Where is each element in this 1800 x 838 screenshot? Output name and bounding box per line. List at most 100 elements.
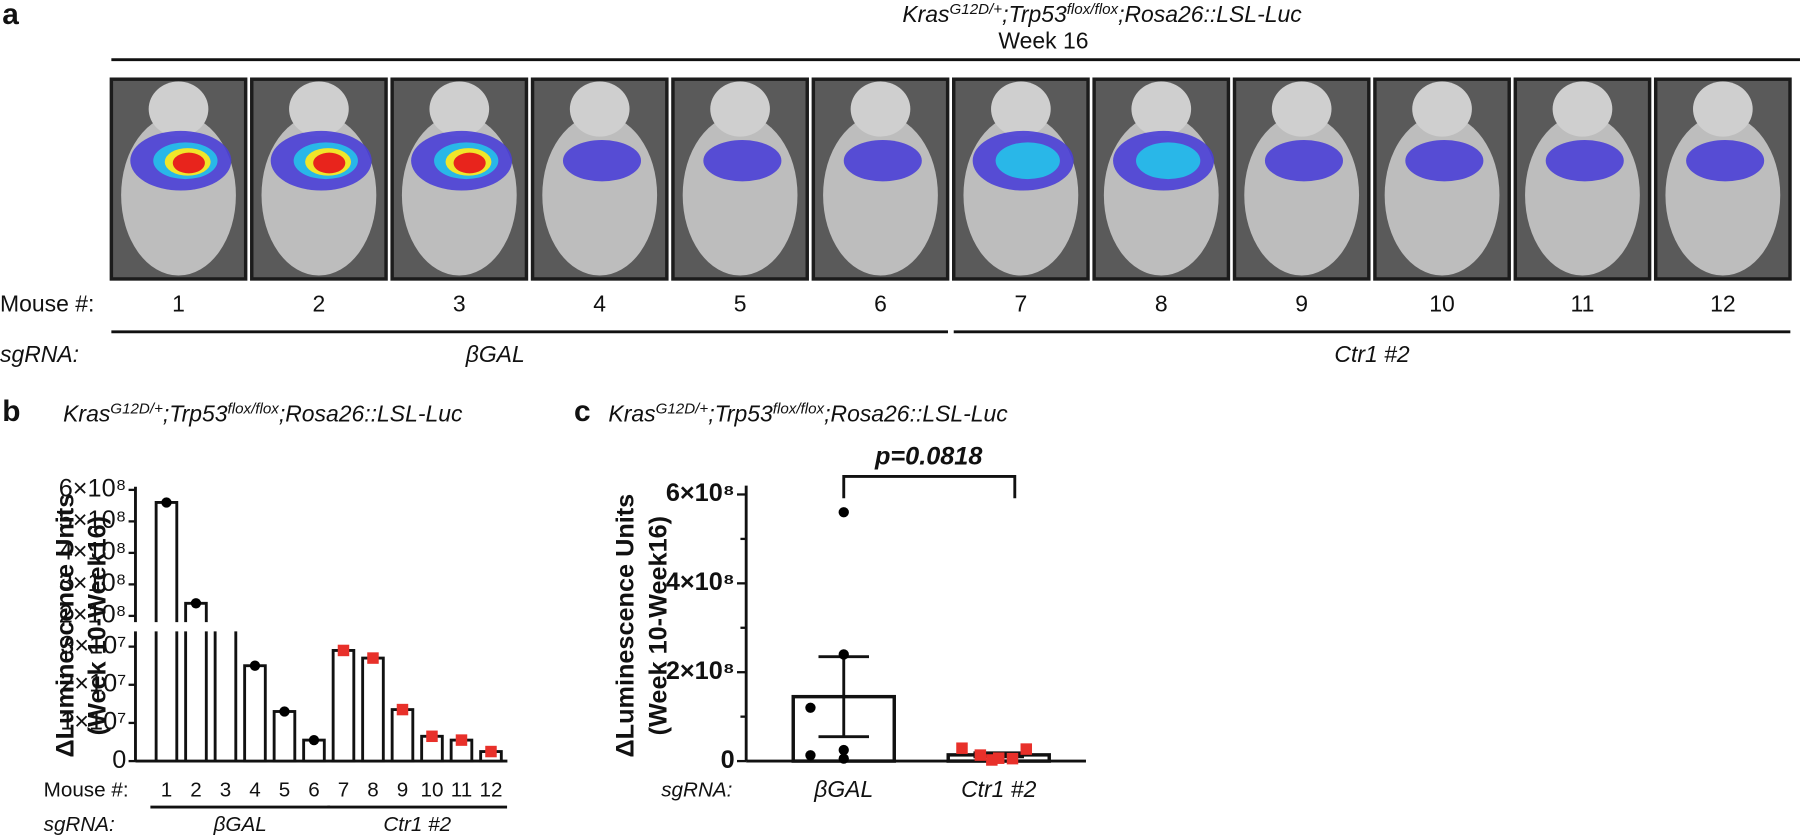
- data-point: [161, 497, 172, 508]
- mouse-number: 3: [453, 290, 466, 316]
- bar: [154, 631, 179, 762]
- bar: [213, 631, 238, 762]
- panel-label: b: [2, 395, 20, 428]
- mouse-head: [1271, 81, 1332, 137]
- mouse-body: [1384, 114, 1500, 276]
- mouse-head: [1693, 81, 1753, 137]
- y-tick-label: 3×10⁸: [59, 569, 127, 597]
- bar: [361, 656, 385, 763]
- genotype-part: Kras: [63, 401, 110, 427]
- data-point: [249, 660, 261, 671]
- mouse-body: [1244, 114, 1360, 276]
- x-tick-label: 2: [190, 778, 202, 801]
- signal: [562, 140, 642, 182]
- data-point: [1006, 752, 1019, 765]
- genotype-part: G12D/+: [656, 401, 709, 418]
- data-point: [805, 702, 816, 713]
- mouse-number: 9: [1295, 290, 1308, 316]
- y-tick-label: 6×10⁸: [59, 475, 127, 503]
- group-name: βGAL: [213, 813, 267, 836]
- group-name: Ctr1 #2: [383, 813, 451, 836]
- mouse-number: 1: [172, 290, 185, 316]
- sgrna-label: sgRNA:: [0, 341, 79, 367]
- mouse-number: 2: [313, 290, 326, 316]
- signal: [1264, 140, 1343, 182]
- mouse-head: [710, 81, 770, 137]
- y-axis-title: (Week 10-Week16): [645, 516, 673, 735]
- mouse-number: 10: [1429, 290, 1455, 316]
- signal: [453, 152, 486, 174]
- bar: [243, 664, 267, 763]
- mouse-head: [569, 81, 630, 137]
- data-point: [838, 507, 849, 518]
- bar: [390, 708, 415, 763]
- data-point: [956, 742, 968, 754]
- genotype-part: ;Rosa26::LSL-Luc: [279, 401, 463, 427]
- x-axis-title: Mouse #:: [44, 778, 129, 801]
- x-tick-label: 3: [220, 778, 231, 801]
- x-tick-label: 1: [161, 778, 172, 801]
- mouse-body: [1525, 114, 1640, 276]
- mouse-head: [850, 81, 911, 137]
- signal: [1405, 140, 1484, 182]
- x-tick-label: 5: [279, 778, 291, 801]
- genotype-part: G12D/+: [110, 401, 163, 418]
- y-tick-label: 3×10⁷: [60, 631, 126, 659]
- mouse-head: [1552, 81, 1613, 137]
- data-point: [190, 598, 202, 609]
- x-tick-label: 11: [451, 778, 472, 801]
- mouse-head: [1412, 81, 1472, 137]
- y-axis-title: (Week 10-Week16): [83, 516, 111, 735]
- group-name: Ctr1 #2: [1334, 341, 1409, 367]
- y-tick-label: 2×10⁷: [60, 669, 126, 697]
- bar: [154, 501, 179, 623]
- data-point: [308, 734, 320, 746]
- y-tick-label: 2×10⁸: [666, 657, 735, 685]
- genotype: KrasG12D/+;Trp53flox/flox;Rosa26::LSL-Lu…: [63, 401, 463, 427]
- signal: [1686, 140, 1765, 182]
- genotype-part: Kras: [608, 401, 655, 427]
- mouse-head: [1131, 81, 1192, 137]
- p-value: p=0.0818: [874, 443, 982, 471]
- data-point: [838, 753, 849, 764]
- mouse-number: 12: [1710, 290, 1736, 316]
- y-tick-label: 0: [112, 746, 126, 774]
- genotype: KrasG12D/+;Trp53flox/flox;Rosa26::LSL-Lu…: [902, 1, 1302, 27]
- data-point: [805, 750, 816, 761]
- mouse-number: 6: [874, 290, 887, 316]
- genotype-part: flox/flox: [228, 401, 281, 418]
- data-point: [986, 754, 998, 766]
- data-point: [838, 649, 849, 660]
- data-point: [279, 706, 290, 717]
- signal: [703, 140, 782, 182]
- x-tick-label: 12: [479, 778, 502, 801]
- bar: [331, 649, 356, 763]
- mouse-number: 5: [734, 290, 747, 316]
- y-tick-label: 4×10⁸: [59, 538, 127, 566]
- y-tick-label: 2×10⁸: [59, 601, 127, 629]
- panel-label: a: [2, 0, 19, 31]
- genotype-part: flox/flox: [1067, 1, 1120, 18]
- genotype-part: ;Trp53: [708, 401, 773, 427]
- y-tick-label: 1×10⁷: [60, 708, 126, 736]
- x-tick-label: 4: [249, 778, 261, 801]
- signal: [1136, 142, 1201, 180]
- genotype-part: ;Trp53: [163, 401, 228, 427]
- data-point: [426, 730, 438, 743]
- mouse-label: Mouse #:: [0, 290, 94, 316]
- y-tick-label: 4×10⁸: [666, 568, 735, 596]
- y-tick-label: 5×10⁸: [59, 506, 127, 534]
- genotype-part: ;Rosa26::LSL-Luc: [824, 401, 1008, 427]
- y-tick-label: 0: [721, 746, 735, 774]
- data-point: [455, 734, 468, 746]
- mouse-body: [542, 114, 658, 276]
- genotype-part: ;Trp53: [1002, 1, 1067, 27]
- data-point: [1020, 743, 1033, 755]
- mouse-number: 7: [1014, 290, 1027, 316]
- mouse-head: [429, 81, 490, 137]
- genotype-part: flox/flox: [773, 401, 826, 418]
- genotype-part: Kras: [902, 1, 949, 27]
- signal: [843, 140, 922, 182]
- mouse-head: [148, 81, 209, 137]
